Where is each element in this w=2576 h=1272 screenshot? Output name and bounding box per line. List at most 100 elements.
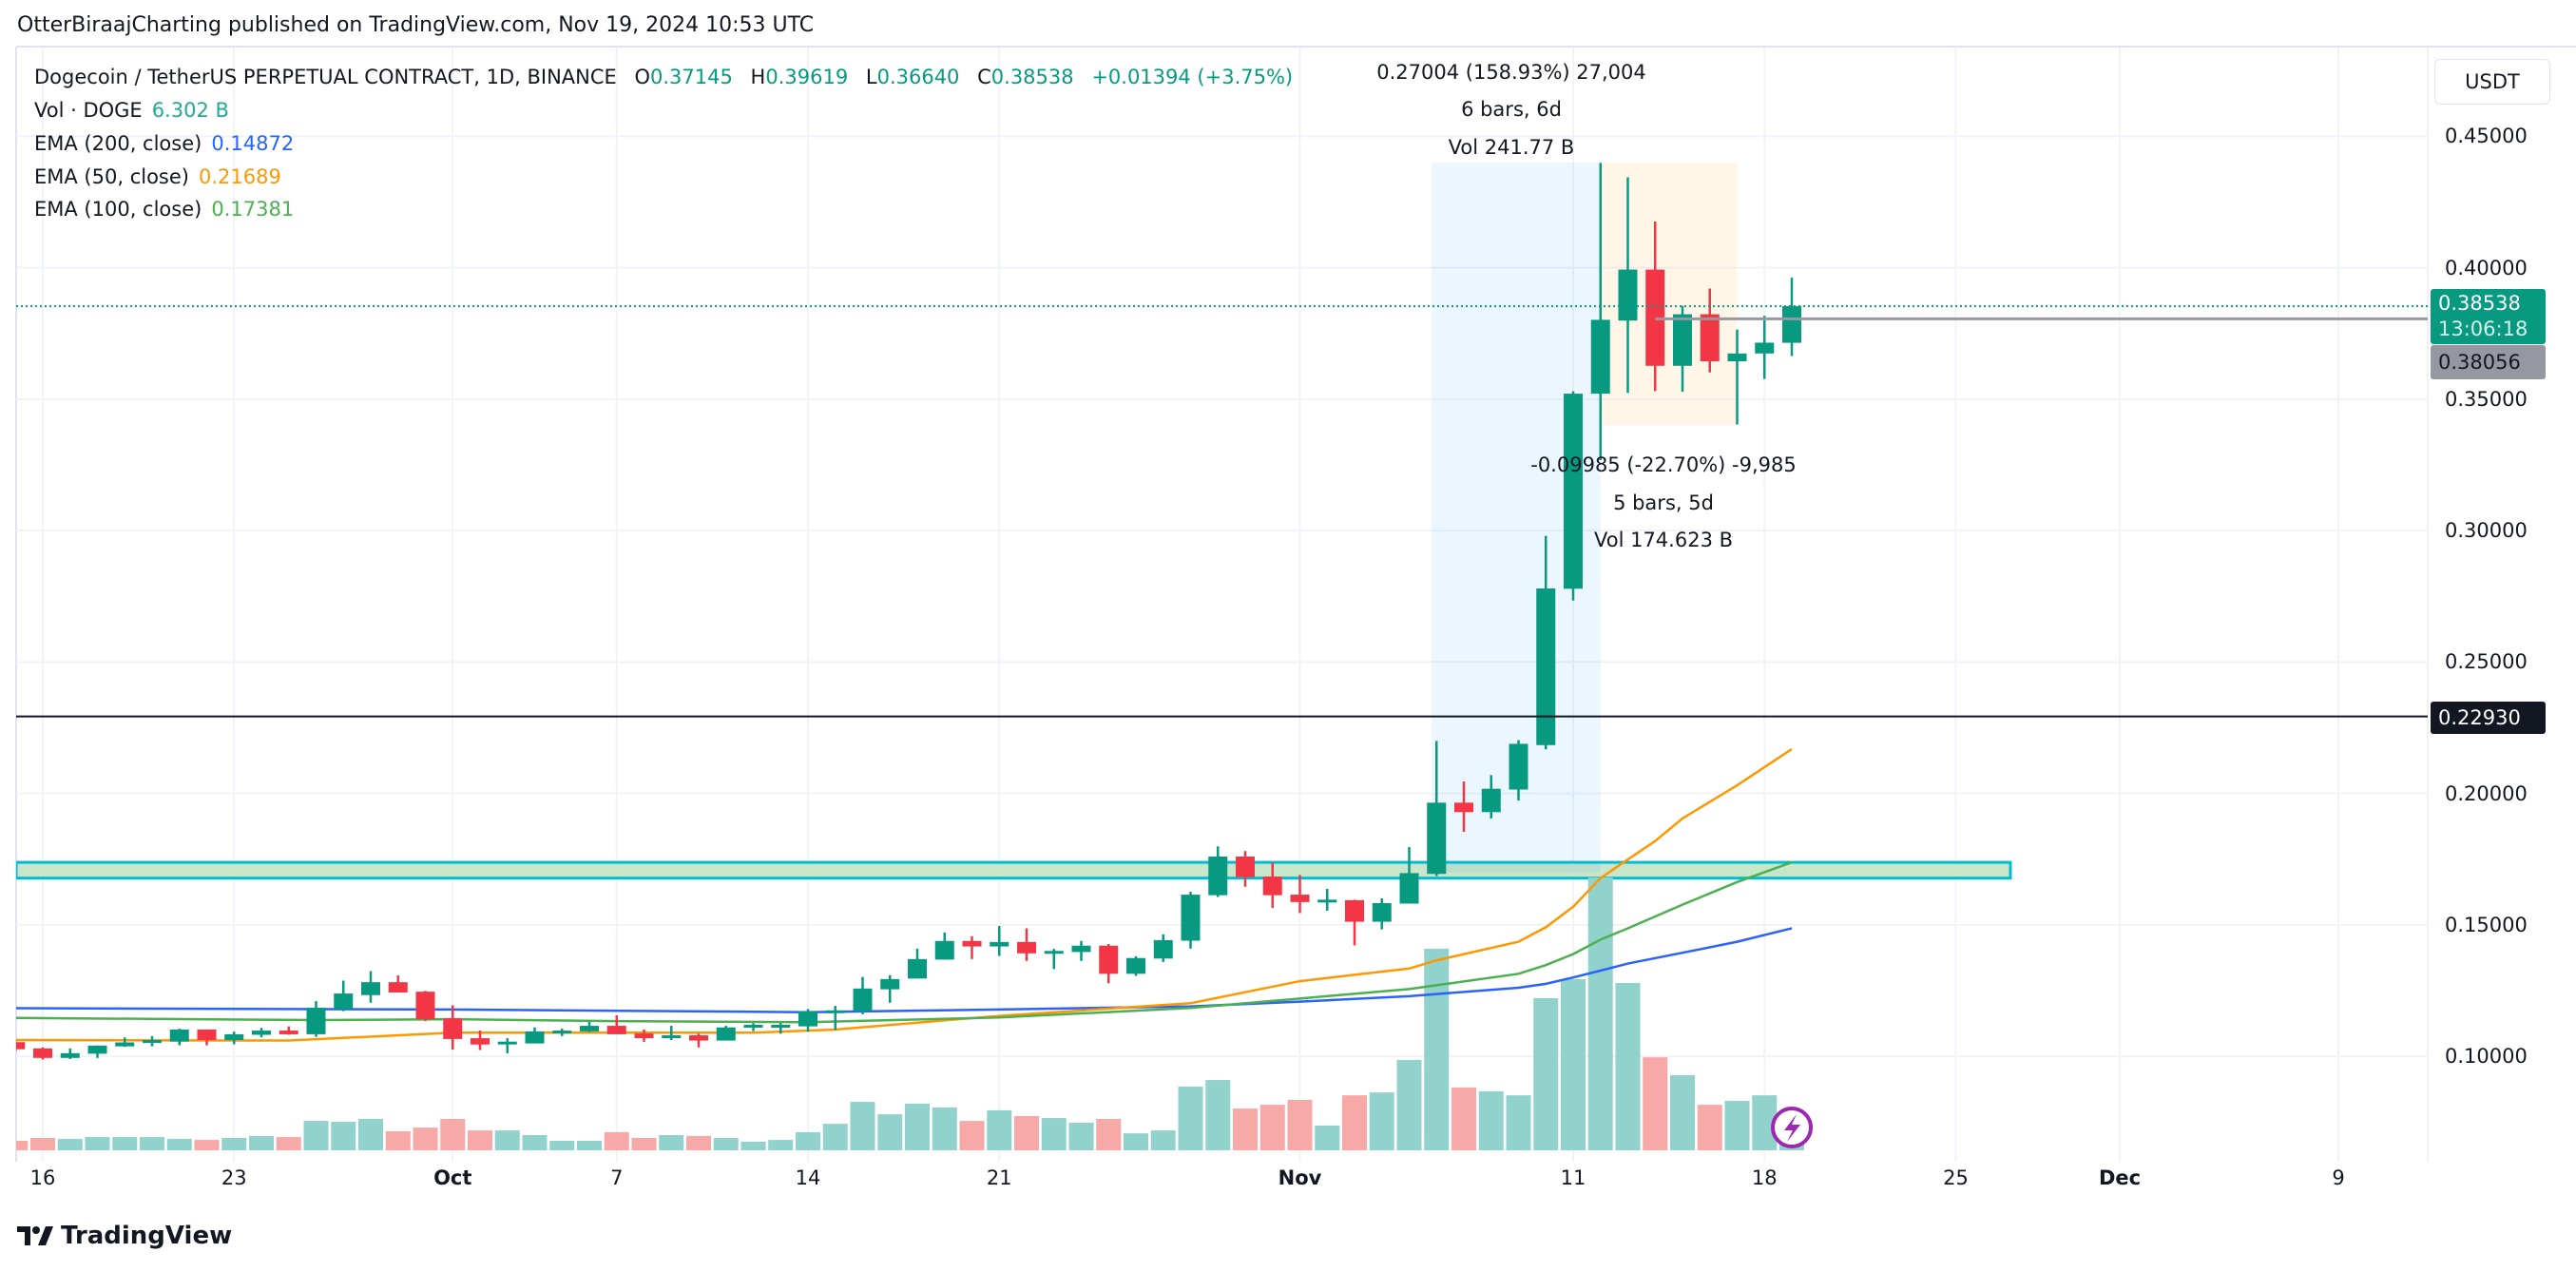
candle-body <box>1564 394 1583 589</box>
price-tick-label: 0.25000 <box>2445 650 2528 674</box>
candle-body <box>1236 857 1255 877</box>
lightning-icon[interactable] <box>1771 1107 1813 1148</box>
candle-body <box>306 1007 326 1034</box>
volume-bar <box>905 1103 930 1150</box>
candle-body <box>580 1026 599 1031</box>
candle-body <box>716 1027 736 1041</box>
low-label: L <box>865 66 877 88</box>
volume-bar <box>549 1141 575 1150</box>
volume-bar <box>1506 1095 1531 1150</box>
tradingview-logo[interactable]: TradingView <box>17 1222 232 1250</box>
candle-body <box>471 1038 490 1045</box>
high-label: H <box>750 66 766 88</box>
candle-body <box>689 1035 708 1041</box>
candle-body <box>1509 743 1528 790</box>
candle-body <box>1536 588 1556 745</box>
support-zone <box>16 860 2012 880</box>
candle-body <box>1290 895 1310 902</box>
volume-bar <box>166 1138 192 1150</box>
volume-bar <box>440 1118 466 1150</box>
volume-bar <box>1178 1087 1203 1150</box>
time-tick-label: 14 <box>795 1166 821 1189</box>
candle-body <box>16 1042 26 1050</box>
high-value: 0.39619 <box>765 66 849 88</box>
candle-body <box>87 1045 107 1054</box>
published-header: OtterBiraajCharting published on Trading… <box>17 13 815 37</box>
candle-body <box>743 1024 763 1028</box>
volume-bar <box>1259 1105 1285 1150</box>
candle-body <box>1755 342 1775 354</box>
candle-body <box>443 1018 463 1039</box>
time-tick-label: 11 <box>1560 1166 1586 1189</box>
candle-body <box>990 941 1009 947</box>
bar-countdown: 13:06:18 <box>2438 318 2528 340</box>
volume-series <box>16 877 1804 1150</box>
volume-bar <box>1068 1122 1094 1150</box>
measure-up-bars: 6 bars, 6d <box>1461 98 1562 121</box>
volume-bar <box>1724 1100 1750 1150</box>
volume-bar <box>686 1135 711 1150</box>
time-tick-label: 7 <box>610 1166 624 1189</box>
volume-bar <box>85 1137 110 1150</box>
legend-symbol-row: Dogecoin / TetherUS PERPETUAL CONTRACT, … <box>34 66 1293 88</box>
volume-bar <box>249 1135 274 1150</box>
volume-bar <box>1615 982 1641 1150</box>
time-tick-label: 18 <box>1751 1166 1778 1189</box>
candle-body <box>197 1029 217 1041</box>
volume-bar <box>194 1140 220 1150</box>
candle-body <box>1727 353 1747 362</box>
candle-body <box>361 982 380 995</box>
volume-bar <box>331 1122 356 1150</box>
change-value: +0.01394 (+3.75%) <box>1091 66 1294 88</box>
candle-body <box>279 1031 298 1034</box>
candle-body <box>334 993 354 1010</box>
open-label: O <box>634 66 651 88</box>
candle-body <box>1454 802 1473 813</box>
candle-body <box>1262 877 1282 896</box>
measure-down-bars: 5 bars, 5d <box>1613 491 1714 514</box>
symbol-title[interactable]: Dogecoin / TetherUS PERPETUAL CONTRACT, … <box>34 66 617 88</box>
volume-bar <box>1233 1108 1258 1150</box>
volume-bar <box>30 1137 55 1150</box>
volume-bar <box>932 1107 957 1150</box>
legend-ema100-row[interactable]: EMA (100, close) 0.17381 <box>34 198 294 221</box>
legend-ema200-row[interactable]: EMA (200, close) 0.14872 <box>34 132 294 155</box>
volume-bar <box>1697 1105 1722 1150</box>
volume-bar <box>1533 998 1559 1150</box>
last-price-label: 0.38538 13:06:18 <box>2431 289 2546 344</box>
time-tick-label: Dec <box>2098 1166 2142 1189</box>
ema-line <box>16 747 1793 1042</box>
price-tick-label: 0.40000 <box>2445 256 2528 279</box>
ema50-label: EMA (50, close) <box>34 165 189 188</box>
volume-bar <box>1315 1125 1340 1150</box>
time-tick-label: 21 <box>986 1166 1012 1189</box>
legend-volume-row[interactable]: Vol · DOGE 6.302 B <box>34 99 229 122</box>
gray-line-price-label: 0.38056 <box>2431 345 2546 379</box>
candle-body <box>1372 902 1392 922</box>
volume-bar <box>358 1118 383 1150</box>
measure-down-change: -0.09985 (-22.70%) -9,985 <box>1530 453 1797 476</box>
volume-bar <box>57 1138 83 1150</box>
horizontal-line-price-label: 0.22930 <box>2431 702 2546 734</box>
volume-bar <box>522 1134 548 1150</box>
ema-line <box>16 860 1793 1024</box>
price-tick-label: 0.35000 <box>2445 387 2528 411</box>
currency-button[interactable]: USDT <box>2434 59 2550 105</box>
volume-bar <box>413 1127 438 1150</box>
candle-body <box>662 1035 682 1039</box>
volume-bar <box>1342 1095 1367 1150</box>
last-price-value: 0.38538 <box>2438 292 2521 315</box>
time-tick-label: Nov <box>1278 1166 1322 1189</box>
candle-body <box>1317 899 1337 903</box>
close-value: 0.38538 <box>990 66 1074 88</box>
candle-body <box>1153 939 1173 959</box>
ema50-value: 0.21689 <box>198 165 281 188</box>
price-lines <box>16 305 2428 718</box>
price-tick-label: 0.30000 <box>2445 519 2528 543</box>
candle-body <box>143 1040 162 1044</box>
candle-body <box>388 982 408 993</box>
candle-body <box>33 1048 52 1058</box>
legend-ema50-row[interactable]: EMA (50, close) 0.21689 <box>34 165 281 188</box>
volume-bar <box>276 1137 301 1150</box>
